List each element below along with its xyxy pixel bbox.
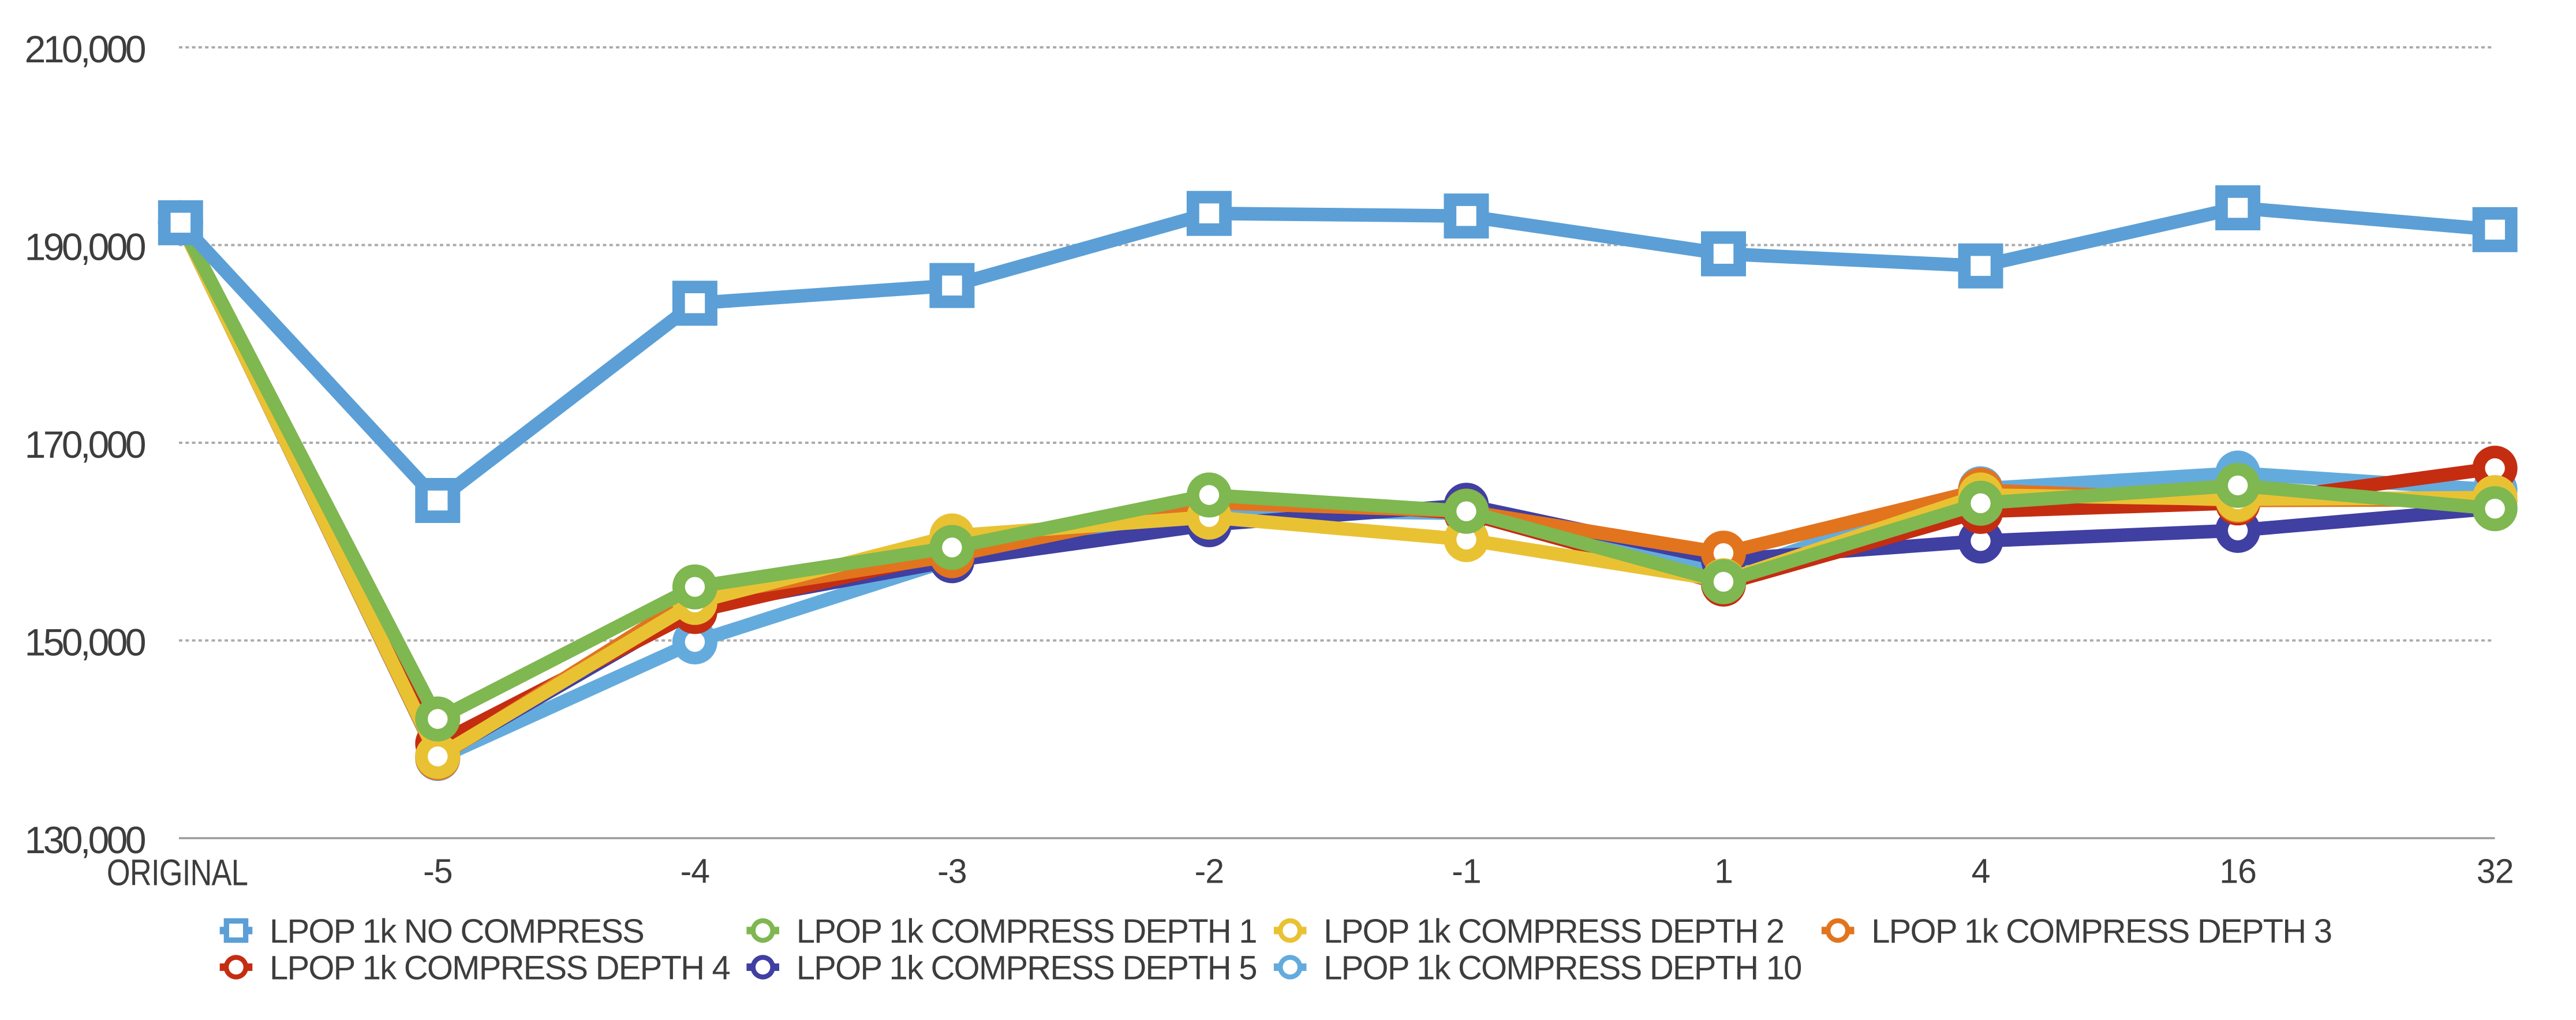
svg-text:LPOP 1k COMPRESS DEPTH 1: LPOP 1k COMPRESS DEPTH 1 xyxy=(797,913,1257,950)
svg-text:190,000: 190,000 xyxy=(25,226,145,268)
svg-text:ORIGINAL: ORIGINAL xyxy=(107,853,248,894)
svg-text:LPOP 1k COMPRESS DEPTH 2: LPOP 1k COMPRESS DEPTH 2 xyxy=(1323,913,1784,950)
svg-text:-4: -4 xyxy=(681,853,710,891)
svg-text:130,000: 130,000 xyxy=(25,819,145,861)
svg-text:16: 16 xyxy=(2219,853,2256,891)
svg-text:LPOP 1k COMPRESS DEPTH 3: LPOP 1k COMPRESS DEPTH 3 xyxy=(1871,913,2331,950)
svg-text:LPOP 1k COMPRESS DEPTH 5: LPOP 1k COMPRESS DEPTH 5 xyxy=(797,949,1257,987)
svg-text:-1: -1 xyxy=(1452,853,1480,891)
svg-text:LPOP 1k COMPRESS DEPTH 4: LPOP 1k COMPRESS DEPTH 4 xyxy=(270,949,730,987)
svg-text:170,000: 170,000 xyxy=(25,423,145,466)
svg-text:LPOP 1k NO COMPRESS: LPOP 1k NO COMPRESS xyxy=(270,913,644,950)
svg-text:1: 1 xyxy=(1714,853,1733,891)
svg-text:4: 4 xyxy=(1972,853,1990,891)
svg-text:-5: -5 xyxy=(423,853,452,891)
svg-text:-3: -3 xyxy=(937,853,966,891)
svg-text:210,000: 210,000 xyxy=(25,28,145,70)
svg-text:32: 32 xyxy=(2477,853,2514,891)
svg-text:-2: -2 xyxy=(1195,853,1224,891)
svg-text:LPOP 1k COMPRESS DEPTH 10: LPOP 1k COMPRESS DEPTH 10 xyxy=(1323,949,1801,987)
svg-text:150,000: 150,000 xyxy=(25,621,145,664)
